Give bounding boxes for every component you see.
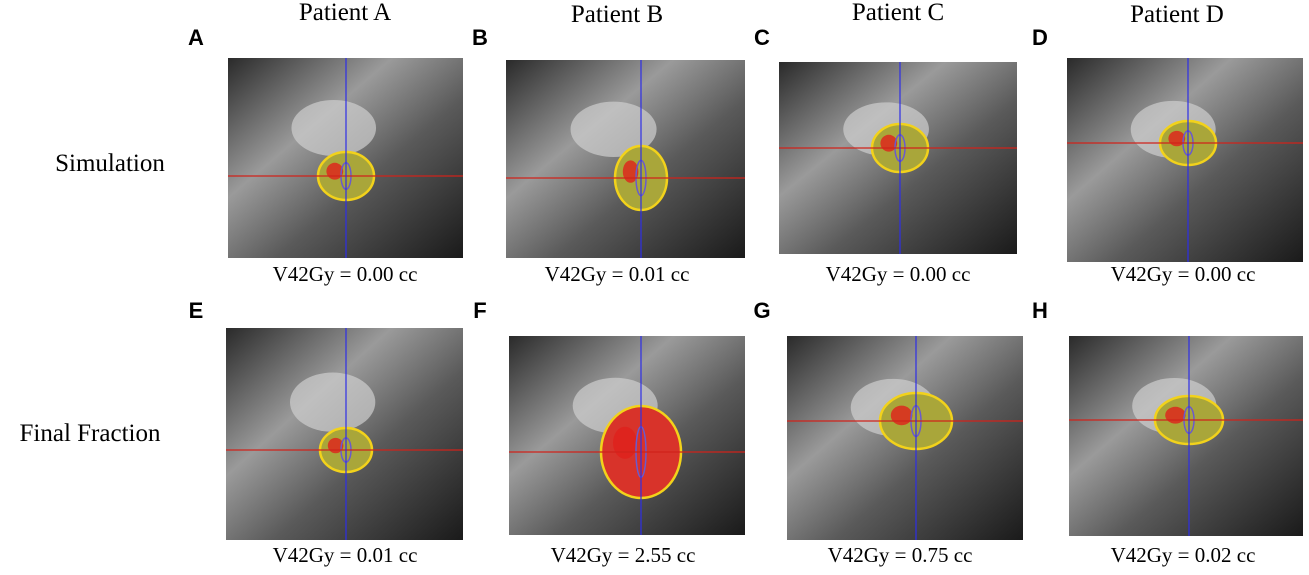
panel-caption: V42Gy = 0.00 cc — [1111, 262, 1256, 286]
column-header: Patient B — [571, 1, 663, 28]
panel-letter: B — [472, 25, 488, 50]
dose-region — [890, 405, 913, 426]
column-header: Patient A — [299, 0, 391, 26]
panel-letter: A — [188, 25, 204, 50]
row-label: Final Fraction — [20, 420, 161, 447]
panel-letter: C — [754, 25, 770, 50]
panel-letter: D — [1032, 25, 1048, 50]
column-header: Patient C — [852, 0, 944, 26]
panel-letter: F — [473, 298, 486, 323]
panel-caption: V42Gy = 2.55 cc — [551, 543, 696, 567]
panel-caption: V42Gy = 0.01 cc — [545, 262, 690, 286]
anatomy — [291, 100, 377, 156]
dose-region — [622, 160, 639, 183]
panel-caption: V42Gy = 0.01 cc — [273, 543, 418, 567]
dose-region — [1165, 406, 1186, 424]
panel-letter: E — [189, 298, 204, 323]
anatomy — [289, 372, 376, 432]
row-label: Simulation — [55, 150, 165, 177]
panel-caption: V42Gy = 0.00 cc — [826, 262, 971, 286]
panel-letter: G — [753, 298, 770, 323]
anatomy — [570, 101, 657, 158]
dose-region — [613, 426, 637, 459]
panel-letter: H — [1032, 298, 1048, 323]
panel-caption: V42Gy = 0.75 cc — [828, 543, 973, 567]
panel-caption: V42Gy = 0.02 cc — [1111, 543, 1256, 567]
column-header: Patient D — [1130, 1, 1224, 28]
panel-caption: V42Gy = 0.00 cc — [273, 262, 418, 286]
